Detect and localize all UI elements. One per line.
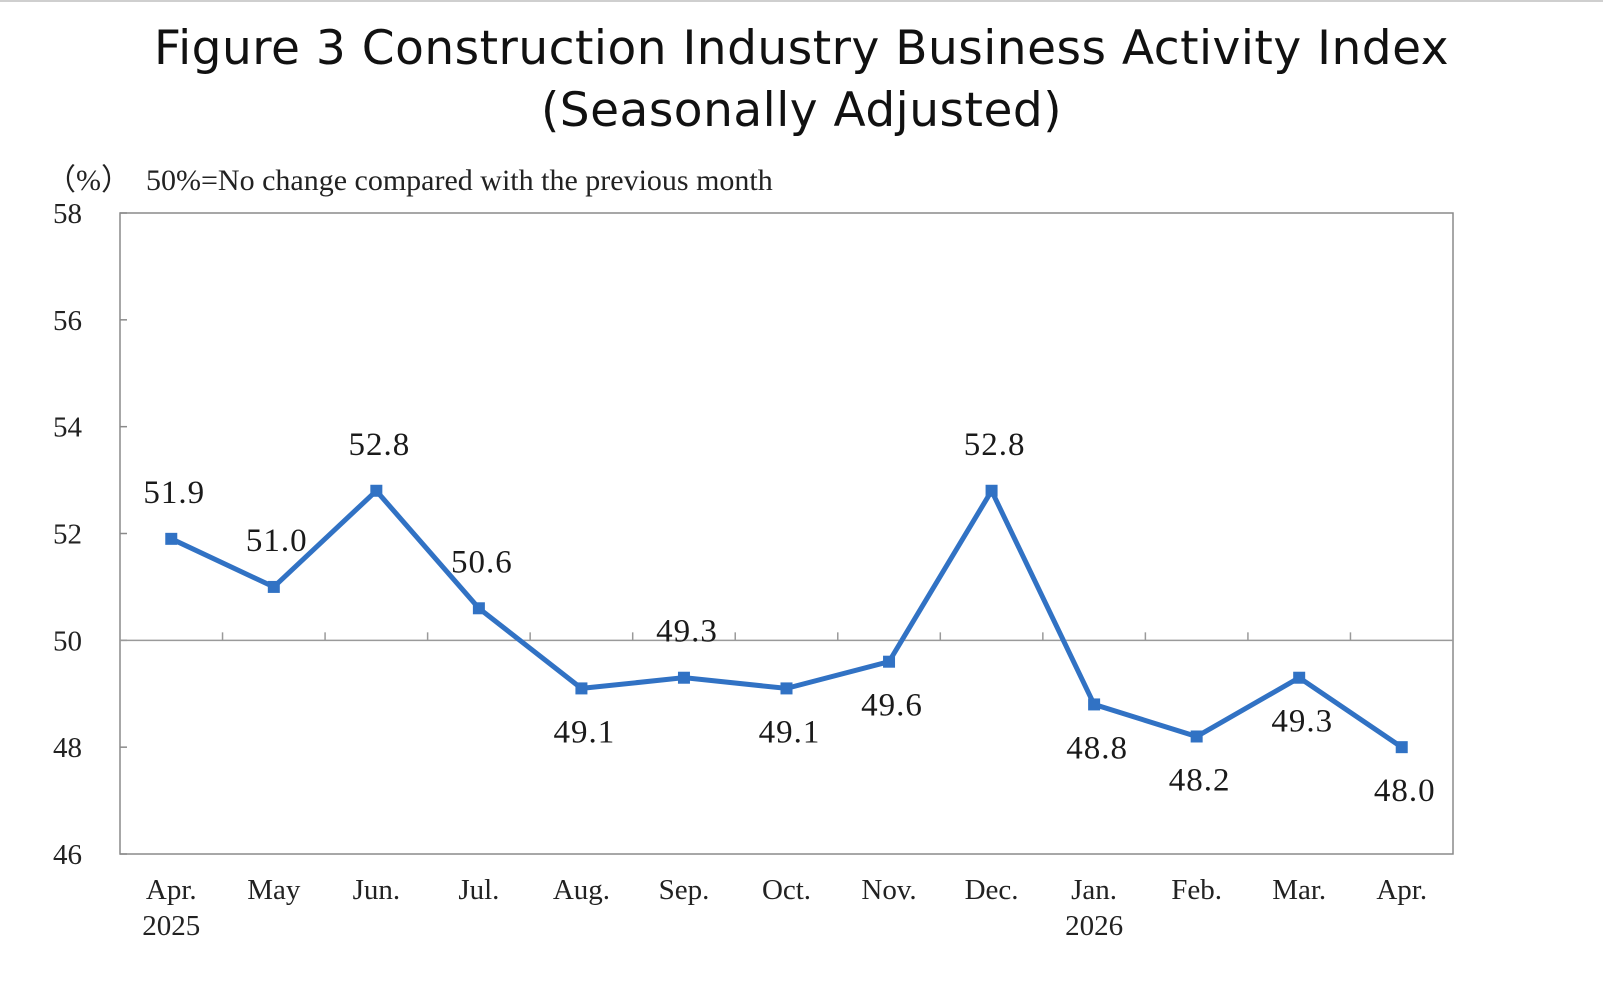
x-tick-label: Mar. (1272, 874, 1326, 906)
x-tick-year-label: 2026 (1065, 910, 1123, 942)
x-tick-label: Dec. (965, 874, 1019, 906)
y-tick-label: 58 (53, 198, 82, 230)
data-label: 48.2 (1169, 762, 1231, 798)
y-tick-label: 50 (53, 625, 82, 657)
data-label: 48.8 (1066, 730, 1128, 766)
x-tick-label: Apr. (146, 874, 197, 906)
top-border (0, 0, 1603, 2)
data-label: 49.1 (554, 714, 616, 750)
plot-area-border (119, 212, 1454, 855)
data-label: 51.0 (246, 523, 308, 559)
x-tick-label: Oct. (762, 874, 811, 906)
data-label: 48.0 (1374, 773, 1436, 809)
x-tick-label: Nov. (861, 874, 916, 906)
x-tick-label: Jun. (353, 874, 401, 906)
data-label: 52.8 (348, 427, 410, 463)
x-tick-label: Aug. (553, 874, 610, 906)
series-line (170, 485, 1404, 750)
data-label: 49.6 (861, 688, 923, 724)
x-tick-label: Sep. (659, 874, 710, 906)
data-point-marker (985, 484, 998, 497)
x-tick-label: Apr. (1376, 874, 1427, 906)
data-point-marker (1395, 741, 1408, 754)
x-tick-year-label: 2025 (142, 910, 200, 942)
unit-note: （%） 50%=No change compared with the prev… (46, 164, 773, 197)
data-label: 49.1 (759, 714, 821, 750)
data-label: 49.3 (656, 614, 718, 650)
chart-title: Figure 3 Construction Industry Business … (0, 18, 1603, 142)
y-tick-label: 46 (53, 839, 82, 871)
data-label: 52.8 (964, 427, 1026, 463)
y-tick-label: 48 (53, 732, 82, 764)
chart-title-line1: Figure 3 Construction Industry Business … (153, 21, 1450, 76)
data-label: 50.6 (451, 544, 513, 580)
data-point-marker (677, 671, 690, 684)
data-point-marker (1190, 730, 1203, 743)
x-tick-label: Jul. (458, 874, 499, 906)
chart-title-line2: (Seasonally Adjusted) (540, 83, 1063, 138)
data-label: 51.9 (143, 475, 205, 511)
data-label: 49.3 (1271, 704, 1333, 740)
data-point-marker (780, 682, 793, 695)
data-point-marker (1293, 671, 1306, 684)
y-tick-label: 54 (53, 412, 83, 444)
y-tick-label: 56 (53, 305, 82, 337)
data-point-marker (267, 580, 280, 593)
x-tick-label: Feb. (1171, 874, 1222, 906)
y-tick-label: 52 (53, 519, 82, 551)
data-point-marker (575, 682, 588, 695)
x-tick-label: May (247, 874, 301, 906)
data-point-marker (370, 484, 383, 497)
data-point-marker (1088, 698, 1101, 711)
data-point-marker (883, 655, 896, 668)
data-point-marker (165, 532, 178, 545)
data-point-marker (472, 602, 485, 615)
x-tick-label: Jan. (1071, 874, 1117, 906)
